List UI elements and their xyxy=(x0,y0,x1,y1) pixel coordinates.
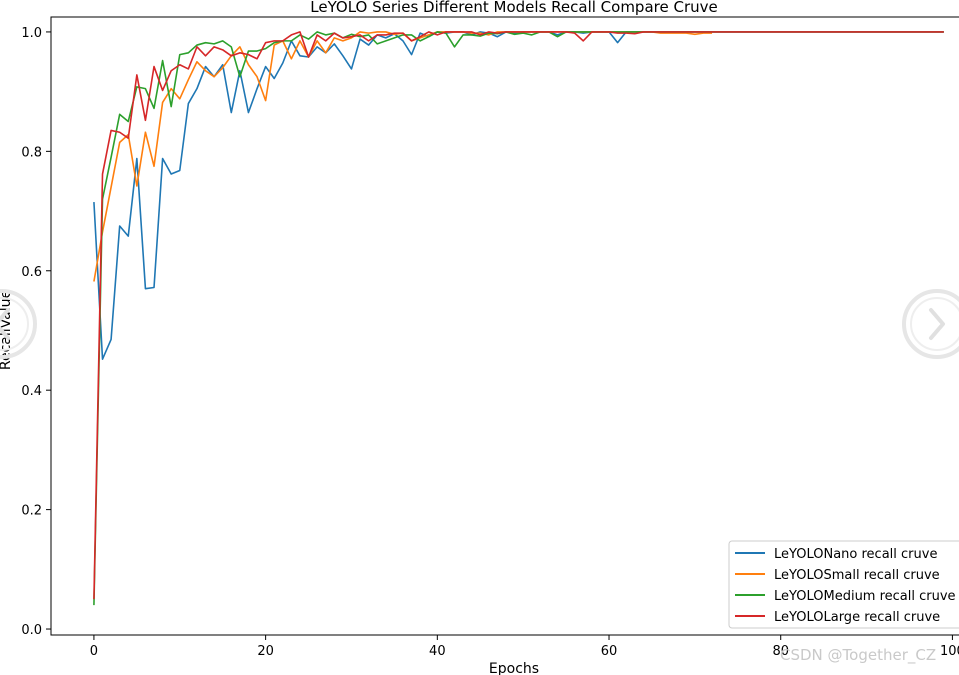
legend-box xyxy=(728,540,959,629)
legend-label: LeYOLOLarge recall cruve xyxy=(774,610,940,625)
x-tick-label: 20 xyxy=(257,644,274,659)
legend-label: LeYOLOSmall recall cruve xyxy=(774,568,940,583)
series-line-3 xyxy=(93,31,944,606)
y-tick-label: 0.2 xyxy=(21,504,42,519)
x-tick-label: 60 xyxy=(601,644,618,659)
chevron-right-icon xyxy=(902,289,959,359)
chevron-left-icon xyxy=(0,289,37,359)
axes-frame xyxy=(50,16,959,636)
legend-label: LeYOLOMedium recall cruve xyxy=(774,589,956,604)
legend: LeYOLONano recall cruve LeYOLOSmall recal… xyxy=(728,540,959,629)
y-tick-label: 0.4 xyxy=(21,384,42,399)
series-line-2 xyxy=(93,31,713,282)
series-line-4 xyxy=(93,31,944,600)
x-axis-label: Epochs xyxy=(489,661,539,675)
x-axis-ticks: 0 20 40 60 80 100 xyxy=(90,635,959,659)
x-tick-label: 100 xyxy=(940,644,959,659)
y-axis-ticks: 0.0 0.2 0.4 0.6 0.8 1.0 xyxy=(21,26,51,638)
series-layer xyxy=(93,31,944,606)
x-tick-label: 80 xyxy=(772,644,789,659)
next-image-button[interactable] xyxy=(901,288,959,360)
plot-area xyxy=(50,16,959,636)
x-tick-label: 0 xyxy=(90,644,98,659)
y-tick-label: 0.8 xyxy=(21,145,42,160)
previous-image-button[interactable] xyxy=(0,288,38,360)
chart-title: LeYOLO Series Different Models Recall Co… xyxy=(310,0,717,16)
y-tick-label: 0.6 xyxy=(21,265,42,280)
x-tick-label: 40 xyxy=(429,644,446,659)
y-tick-label: 1.0 xyxy=(21,26,42,41)
series-line-1 xyxy=(93,31,944,360)
legend-label: LeYOLONano recall cruve xyxy=(774,547,937,562)
y-tick-label: 0.0 xyxy=(21,623,42,638)
watermark-text: CSDN @Together_CZ xyxy=(780,646,937,664)
